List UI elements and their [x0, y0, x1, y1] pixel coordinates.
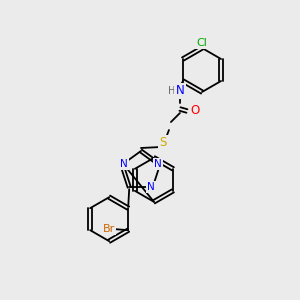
- Text: S: S: [159, 136, 167, 149]
- Text: N: N: [120, 159, 128, 169]
- Text: Cl: Cl: [196, 38, 207, 48]
- Text: Br: Br: [103, 224, 116, 234]
- Text: H: H: [168, 86, 175, 96]
- Text: N: N: [176, 85, 184, 98]
- Text: N: N: [154, 159, 162, 169]
- Text: N: N: [147, 182, 154, 192]
- Text: O: O: [190, 104, 200, 118]
